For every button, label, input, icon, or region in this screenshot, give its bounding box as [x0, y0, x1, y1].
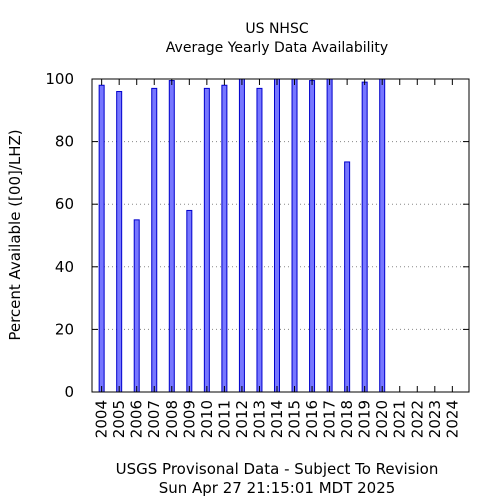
x-tick-label: 2007 — [145, 400, 163, 438]
bar-2017 — [326, 78, 333, 393]
x-tick-label: 2023 — [426, 400, 444, 438]
x-tick-label: 2013 — [250, 400, 268, 438]
x-tick-label: 2019 — [356, 400, 374, 438]
x-tick-label: 2006 — [128, 400, 146, 438]
x-tick-label: 2016 — [303, 400, 321, 438]
y-tick-label: 0 — [64, 383, 74, 401]
bar-2014 — [273, 78, 280, 393]
y-axis-label: Percent Available ([00]/LHZ) — [6, 129, 24, 340]
bar-2005 — [116, 91, 123, 393]
x-tick-label: 2017 — [321, 400, 339, 438]
bar-2010 — [203, 87, 210, 393]
x-tick-label: 2005 — [110, 400, 128, 438]
x-tick-label: 2021 — [391, 400, 409, 438]
y-axis: 0 20 40 60 80 100 — [45, 70, 469, 401]
x-tick-label: 2010 — [198, 400, 216, 438]
bar-2015 — [291, 78, 298, 393]
y-tick-label: 20 — [55, 320, 74, 338]
chart-subtitle: Average Yearly Data Availability — [166, 40, 388, 56]
bar-2009 — [186, 209, 193, 393]
y-tick-label: 40 — [55, 258, 74, 276]
chart-title: US NHSC — [245, 21, 308, 37]
bar-2016 — [309, 80, 316, 393]
grid-lines — [92, 78, 469, 330]
x-tick-label: 2008 — [163, 400, 181, 438]
x-tick-label: 2020 — [373, 400, 391, 438]
x-tick-label: 2009 — [180, 400, 198, 438]
x-tick-label: 2018 — [338, 400, 356, 438]
bar-2012 — [238, 78, 245, 393]
x-tick-label: 2024 — [443, 400, 461, 438]
bar-2004 — [98, 84, 105, 393]
x-axis-label: USGS Provisonal Data - Subject To Revisi… — [116, 460, 439, 478]
y-tick-label: 60 — [55, 195, 74, 213]
bar-2008 — [168, 80, 175, 393]
plot-frame — [91, 78, 470, 393]
bar-2007 — [151, 87, 158, 393]
bar-2020 — [379, 78, 386, 393]
x-tick-label: 2011 — [215, 400, 233, 438]
bars — [98, 78, 386, 393]
y-tick-label: 100 — [45, 70, 74, 88]
x-axis: 2004 2005 2006 2007 2008 2009 2010 2011 2012 2013… — [93, 79, 461, 438]
bar-2019 — [361, 81, 368, 393]
x-tick-label: 2004 — [93, 400, 111, 438]
x-tick-label: 2015 — [286, 400, 304, 438]
bar-2006 — [133, 219, 140, 393]
x-tick-label: 2014 — [268, 400, 286, 438]
bar-2013 — [256, 87, 263, 393]
x-tick-label: 2012 — [233, 400, 251, 438]
bar-2011 — [221, 84, 228, 393]
timestamp: Sun Apr 27 21:15:01 MDT 2025 — [159, 479, 396, 497]
x-tick-label: 2022 — [408, 400, 426, 438]
bar-2018 — [344, 161, 351, 393]
y-tick-label: 80 — [55, 133, 74, 151]
